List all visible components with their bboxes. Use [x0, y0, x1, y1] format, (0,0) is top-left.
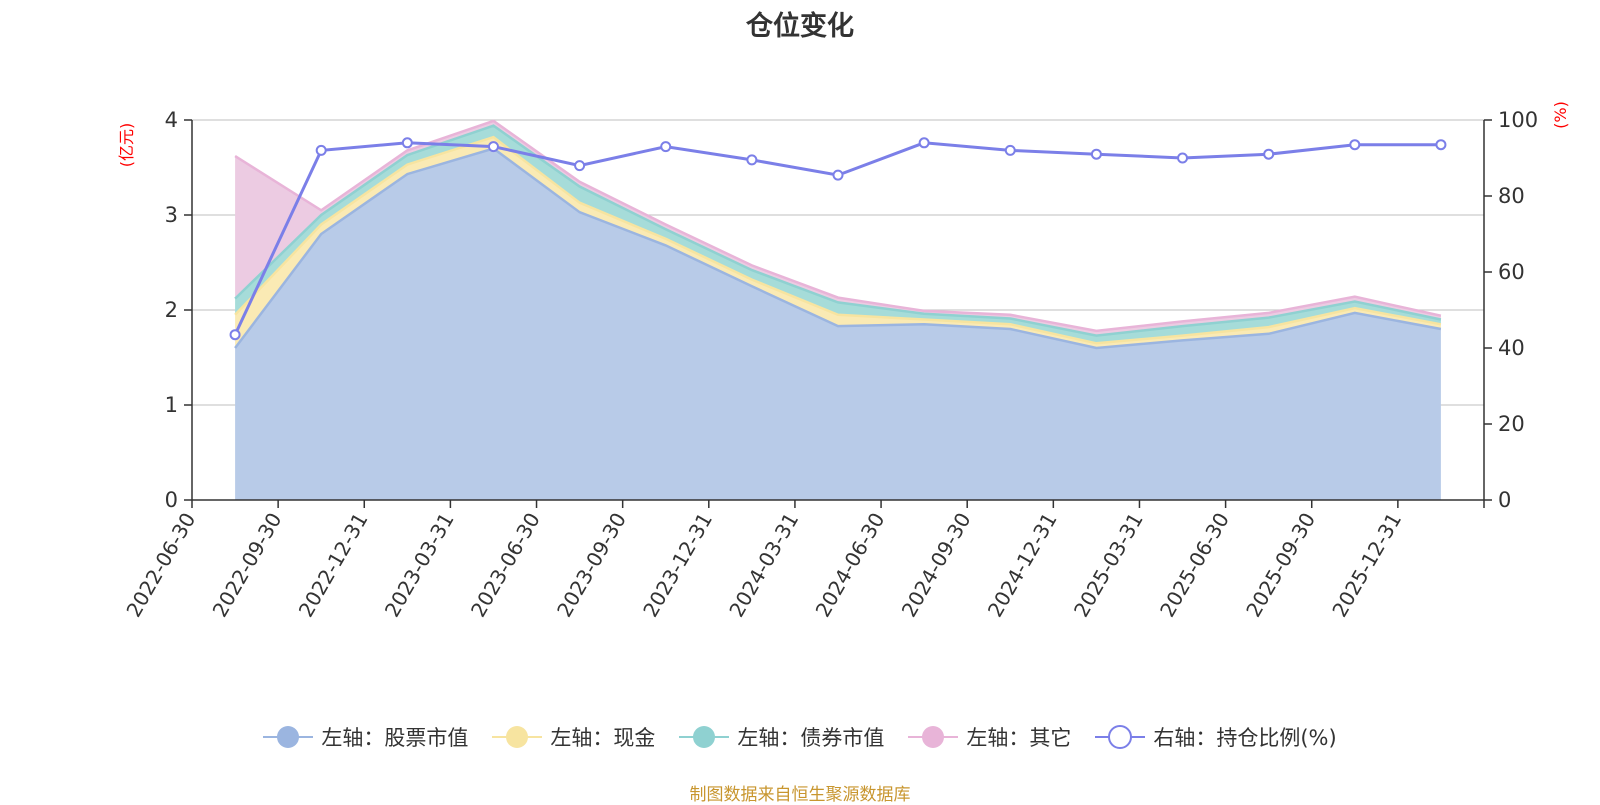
area-edge-0 [234, 147, 1442, 350]
x-tick-label: 2025-09-30 [1241, 509, 1320, 622]
right-tick-label: 100 [1498, 108, 1538, 132]
area-0 [235, 148, 1441, 500]
ratio-point [1090, 148, 1102, 160]
x-tick-label: 2024-03-31 [724, 509, 803, 622]
ratio-point [832, 169, 844, 181]
ratio-point [918, 137, 930, 149]
legend-label: 左轴：债券市值 [737, 726, 885, 750]
ratio-point [315, 144, 327, 156]
ratio-point [401, 137, 413, 149]
ratio-point [660, 141, 672, 153]
x-tick-label: 2022-12-31 [294, 509, 373, 622]
x-tick-label: 2025-12-31 [1327, 509, 1406, 622]
right-tick-label: 60 [1498, 260, 1525, 284]
legend-swatch [679, 726, 730, 748]
legend-item[interactable]: 左轴：债券市值 [679, 722, 884, 752]
ratio-point [1349, 139, 1361, 151]
legend-label: 左轴：股票市值 [321, 726, 469, 750]
left-tick-label: 4 [165, 108, 178, 132]
legend-swatch [908, 726, 959, 748]
legend-swatch [492, 726, 543, 748]
legend-item[interactable]: 左轴：现金 [492, 722, 655, 752]
x-tick-label: 2022-09-30 [208, 509, 287, 622]
x-tick-label: 2023-09-30 [552, 509, 631, 622]
legend-label: 左轴：其它 [966, 726, 1072, 750]
right-axis-name: (%) [1551, 101, 1570, 129]
x-tick-label: 2023-06-30 [466, 509, 545, 622]
x-tick-label: 2025-06-30 [1155, 509, 1234, 622]
area-edge-1 [234, 135, 1442, 345]
right-tick-label: 80 [1498, 184, 1525, 208]
left-tick-label: 3 [165, 203, 178, 227]
legend-swatch [1095, 725, 1146, 749]
legend: 左轴：股票市值 左轴：现金 左轴：债券市值 左轴：其它 右轴：持仓比例(%) [0, 722, 1600, 752]
legend-swatch-dot [1108, 725, 1133, 749]
ratio-point [746, 154, 758, 166]
x-tick-label: 2023-12-31 [638, 509, 717, 622]
chart-title: 仓位变化 [746, 11, 854, 42]
legend-label: 右轴：持仓比例(%) [1153, 726, 1337, 750]
left-tick-label: 2 [165, 298, 178, 322]
ratio-point [1435, 139, 1447, 151]
left-tick-label: 1 [165, 393, 178, 417]
legend-label: 左轴：现金 [550, 726, 656, 750]
left-axis-name: (亿元) [117, 123, 136, 168]
area-edge-3 [234, 119, 1442, 333]
x-tick-label: 2025-03-31 [1069, 509, 1148, 622]
legend-swatch [263, 726, 314, 748]
ratio-point [229, 329, 241, 341]
legend-item[interactable]: 左轴：其它 [908, 722, 1071, 752]
legend-swatch-dot [922, 726, 945, 748]
left-tick-label: 0 [165, 488, 178, 512]
legend-item[interactable]: 右轴：持仓比例(%) [1095, 722, 1337, 752]
x-tick-label: 2024-06-30 [810, 509, 889, 622]
ratio-point [1263, 148, 1275, 160]
right-tick-label: 0 [1498, 488, 1511, 512]
x-tick-label: 2023-03-31 [380, 509, 459, 622]
ratio-point [487, 141, 499, 153]
line-series [229, 137, 1447, 341]
ratio-point [1177, 152, 1189, 164]
right-tick-label: 20 [1498, 412, 1525, 436]
legend-swatch-dot [277, 726, 300, 748]
legend-swatch-dot [693, 726, 716, 748]
x-tick-label: 2024-09-30 [897, 508, 976, 621]
x-tick-label: 2022-06-30 [121, 509, 200, 622]
x-tick-label: 2024-12-31 [983, 509, 1062, 622]
legend-item[interactable]: 左轴：股票市值 [263, 722, 468, 752]
legend-swatch-dot [506, 726, 529, 748]
source-note: 制图数据来自恒生聚源数据库 [689, 785, 911, 805]
ratio-point [574, 160, 586, 172]
ratio-point [1004, 144, 1016, 156]
right-tick-label: 40 [1498, 336, 1525, 360]
